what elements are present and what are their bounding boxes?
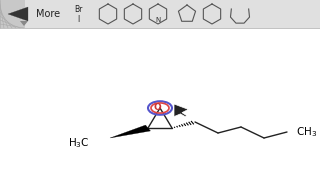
Text: N: N <box>156 17 161 23</box>
Text: More: More <box>36 9 60 19</box>
Bar <box>0 0 25 28</box>
Polygon shape <box>110 125 150 138</box>
Polygon shape <box>20 21 28 26</box>
Text: I: I <box>77 15 79 24</box>
Polygon shape <box>174 104 188 117</box>
Bar <box>0 0 320 28</box>
Polygon shape <box>8 7 28 21</box>
Text: O: O <box>154 103 161 112</box>
Text: CH$_3$: CH$_3$ <box>296 125 317 139</box>
Text: H$_3$C: H$_3$C <box>68 136 90 150</box>
Text: Br: Br <box>74 4 82 14</box>
